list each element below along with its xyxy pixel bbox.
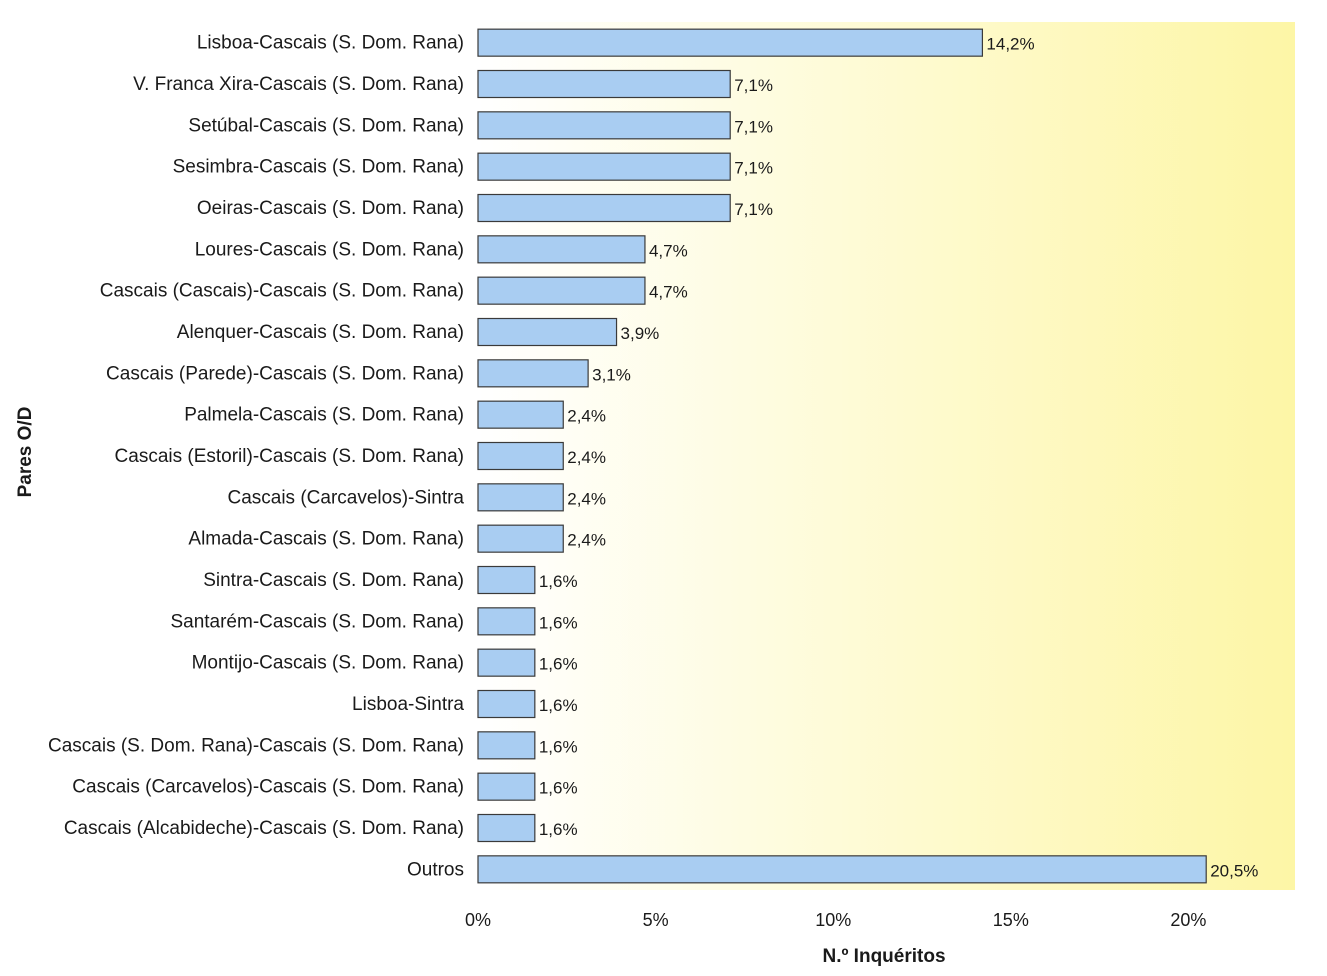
- bar-data-label: 7,1%: [734, 117, 773, 136]
- bar-data-label: 1,6%: [539, 696, 578, 715]
- bar-data-label: 1,6%: [539, 613, 578, 632]
- bar: [477, 813, 536, 843]
- bar: [477, 276, 646, 305]
- bar: [477, 524, 564, 553]
- bar-data-label: 7,1%: [734, 76, 773, 95]
- x-tick-label: 5%: [643, 910, 669, 930]
- bar-data-label: 4,7%: [649, 283, 688, 302]
- bar: [477, 69, 731, 99]
- category-label: Alenquer-Cascais (S. Dom. Rana): [177, 322, 464, 343]
- bar: [477, 235, 646, 264]
- x-axis-ticks: 0% 5% 10% 15% 20%: [465, 910, 1206, 930]
- bar: [477, 648, 536, 677]
- category-label: Santarém-Cascais (S. Dom. Rana): [170, 611, 464, 632]
- bar-data-label: 1,6%: [539, 779, 578, 798]
- category-labels: Lisboa-Cascais (S. Dom. Rana) V. Franca X…: [48, 33, 464, 881]
- category-label: Cascais (Cascais)-Cascais (S. Dom. Rana): [100, 281, 464, 302]
- category-label: V. Franca Xira-Cascais (S. Dom. Rana): [133, 74, 464, 95]
- category-label: Almada-Cascais (S. Dom. Rana): [188, 529, 464, 550]
- bar-data-label: 1,6%: [539, 820, 578, 839]
- x-tick-label: 20%: [1170, 910, 1206, 930]
- bar: [477, 855, 1207, 884]
- bar-data-label: 2,4%: [567, 407, 606, 426]
- bar-data-label: 2,4%: [567, 448, 606, 467]
- bar-data-label: 7,1%: [734, 200, 773, 219]
- x-tick-label: 10%: [815, 910, 851, 930]
- category-label: Cascais (Alcabideche)-Cascais (S. Dom. R…: [64, 818, 464, 839]
- x-tick-label: 0%: [465, 910, 491, 930]
- bar-data-label: 4,7%: [649, 241, 688, 260]
- category-label: Montijo-Cascais (S. Dom. Rana): [192, 653, 464, 674]
- bars: 14,2% 7,1% 7,1% 7,1% 7,1% 4,7% 4,7% 3,9% 3,1% 2,4…: [477, 28, 1258, 884]
- bar-data-label: 20,5%: [1210, 861, 1258, 880]
- category-label: Oeiras-Cascais (S. Dom. Rana): [197, 198, 464, 219]
- category-label: Cascais (Estoril)-Cascais (S. Dom. Rana): [115, 446, 464, 467]
- category-label: Loures-Cascais (S. Dom. Rana): [195, 239, 464, 260]
- bar-data-label: 7,1%: [734, 159, 773, 178]
- y-axis-title: Pares O/D: [15, 407, 36, 498]
- category-label: Cascais (Parede)-Cascais (S. Dom. Rana): [106, 363, 464, 384]
- category-label: Cascais (S. Dom. Rana)-Cascais (S. Dom. …: [48, 735, 464, 756]
- bar: [477, 772, 536, 801]
- x-axis-title: N.º Inquéritos: [822, 946, 945, 967]
- category-label: Sintra-Cascais (S. Dom. Rana): [203, 570, 464, 591]
- bar: [477, 317, 618, 347]
- bar: [477, 731, 536, 760]
- bar: [477, 607, 536, 636]
- category-label: Cascais (Carcavelos)-Sintra: [227, 487, 464, 508]
- bar: [477, 565, 536, 595]
- bar-data-label: 2,4%: [567, 531, 606, 550]
- bar: [477, 193, 731, 223]
- bar: [477, 483, 564, 512]
- bar-data-label: 1,6%: [539, 655, 578, 674]
- category-label: Lisboa-Sintra: [352, 694, 464, 715]
- category-label: Outros: [407, 859, 464, 880]
- bar-data-label: 2,4%: [567, 489, 606, 508]
- bar-data-label: 3,9%: [621, 324, 660, 343]
- bar-data-label: 3,1%: [592, 365, 631, 384]
- bar: [477, 689, 536, 719]
- bar-data-label: 14,2%: [986, 35, 1034, 54]
- category-label: Lisboa-Cascais (S. Dom. Rana): [197, 33, 464, 54]
- bar-data-label: 1,6%: [539, 572, 578, 591]
- bar: [477, 111, 731, 140]
- bar: [477, 28, 984, 57]
- category-label: Sesimbra-Cascais (S. Dom. Rana): [173, 157, 464, 178]
- bar: [477, 400, 564, 429]
- category-label: Palmela-Cascais (S. Dom. Rana): [184, 405, 464, 426]
- bar: [477, 152, 731, 181]
- category-label: Cascais (Carcavelos)-Cascais (S. Dom. Ra…: [72, 777, 464, 798]
- category-label: Setúbal-Cascais (S. Dom. Rana): [188, 115, 464, 136]
- bar-data-label: 1,6%: [539, 737, 578, 756]
- bar: [477, 359, 589, 388]
- x-tick-label: 15%: [993, 910, 1029, 930]
- bar: [477, 441, 564, 471]
